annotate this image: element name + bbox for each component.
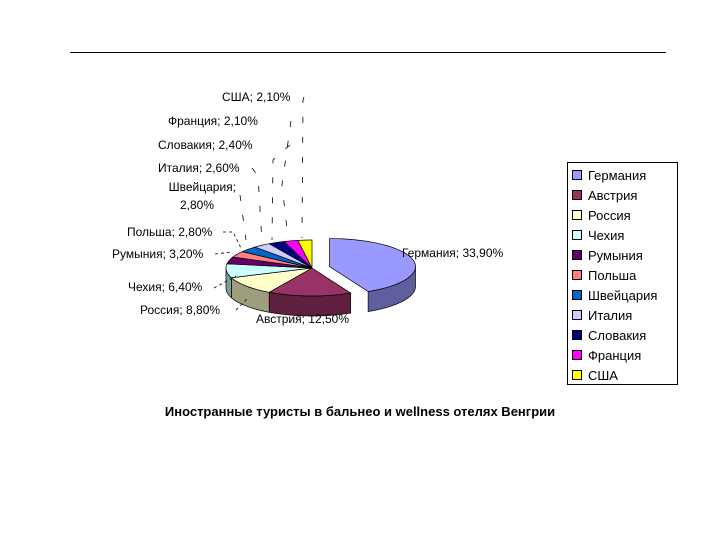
legend-swatch [572,310,582,320]
data-label-1: Германия; 33,90% [402,246,503,260]
pie-slice-3 [230,267,313,293]
legend-item: Румыния [572,246,643,264]
chart-title: Иностранные туристы в бальнео и wellness… [164,404,556,419]
data-label-2: Австрия; 12,50% [256,312,349,326]
legend-swatch [572,330,582,340]
data-label-11: США; 2,10% [222,90,291,104]
pie-slice-4 [225,263,313,279]
legend-item: Италия [572,306,632,324]
top-divider [70,52,666,53]
legend-item: Словакия [572,326,646,344]
slice-labels: Германия; 33,90% Австрия; 12,50% Россия; 8… [112,90,503,326]
pie-slices [225,238,416,317]
legend-swatch [572,270,582,280]
legend-item: Швейцария [572,286,657,304]
legend-item: США [572,366,618,384]
data-label-9: Словакия; 2,40% [158,138,253,152]
leader-line-7 [239,194,247,241]
legend: Германия Австрия Россия Чехия Румыния Польша Ш… [567,162,678,385]
legend-swatch [572,210,582,220]
legend-label: Чехия [588,227,625,243]
legend-label: Румыния [588,247,643,263]
legend-swatch [572,290,582,300]
data-label-8: Италия; 2,60% [158,161,240,175]
legend-swatch [572,250,582,260]
legend-label: Италия [588,307,633,323]
leader-line-3 [235,297,249,311]
legend-label: Франция [588,347,642,363]
data-label-4: Чехия; 6,40% [128,280,203,294]
legend-item: Польша [572,266,636,284]
data-label-5: Румыния; 3,20% [112,247,204,261]
pie-slice-11 [297,239,313,269]
legend-item: Чехия [572,226,624,244]
leader-lines [213,96,305,311]
legend-label: Германия [588,167,647,183]
data-label-6: Польша; 2,80% [127,225,213,239]
leader-line-11 [301,96,305,239]
leader-line-5 [214,251,233,255]
leader-line-10 [281,120,292,239]
legend-swatch [572,190,582,200]
leader-line-4 [213,275,237,289]
pie-slice-2 [268,267,352,297]
legend-item: Германия [572,166,646,184]
legend-label: Швейцария [588,287,658,303]
data-label-7: Швейцария; 2,80% [169,180,236,212]
legend-swatch [572,350,582,360]
legend-item: Франция [572,346,641,364]
legend-swatch [572,370,582,380]
legend-swatch [572,230,582,240]
legend-label: Россия [588,207,631,223]
legend-item: Австрия [572,186,637,204]
legend-label: Австрия [588,187,638,203]
legend-swatch [572,170,582,180]
leader-line-8 [251,167,263,243]
legend-label: США [588,367,618,383]
leader-line-6 [223,231,243,251]
legend-item: Россия [572,206,631,224]
data-label-3: Россия; 8,80% [140,303,220,317]
data-label-10: Франция; 2,10% [168,114,258,128]
legend-label: Словакия [588,327,647,343]
pie-slice-1 [329,238,416,292]
leader-line-9 [271,144,291,241]
legend-label: Польша [588,267,637,283]
